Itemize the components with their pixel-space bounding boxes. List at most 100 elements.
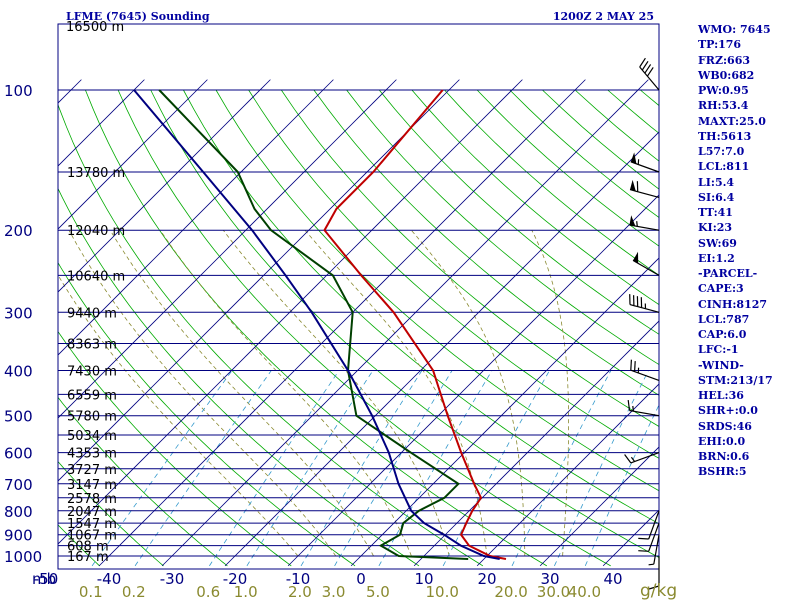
- index-item: L57:7.0: [698, 145, 745, 158]
- pressure-tick-label: 100: [4, 82, 33, 100]
- dry-adiabat-line: [378, 89, 659, 335]
- height-label: 2578 m: [67, 492, 117, 507]
- dry-adiabat-line: [58, 261, 356, 567]
- pressure-tick-label: 1000: [4, 548, 42, 566]
- height-label: 1067 m: [67, 529, 117, 544]
- dry-adiabat-line: [58, 330, 292, 567]
- index-item: EHI:0.0: [698, 434, 746, 448]
- wind-barb: [629, 215, 660, 231]
- height-label: 6559 m: [67, 388, 117, 403]
- dry-adiabat-line: [58, 396, 228, 567]
- index-item: -PARCEL-: [698, 267, 758, 280]
- isotherm-line: [161, 79, 649, 567]
- indices-panel: WMO: 7645 TP:176 FRZ:663 WB0:682 PW:0.95 RH:5…: [698, 22, 798, 480]
- index-item: LCL:811: [698, 160, 750, 174]
- temperature-tick-label: 20: [477, 570, 496, 588]
- height-label: 9440 m: [67, 306, 117, 321]
- dry-adiabat-line: [0, 90, 36, 566]
- wind-barb: [629, 179, 660, 198]
- temperature-tick-label: -40: [97, 570, 122, 588]
- height-label: 1547 m: [67, 517, 117, 532]
- wind-barb: [638, 522, 660, 552]
- isotherm-line: [287, 194, 659, 567]
- wind-barb: [632, 251, 660, 276]
- dry-adiabat-line: [280, 89, 659, 427]
- temperature-tick-label: -50: [34, 570, 59, 588]
- height-label: 2047 m: [67, 505, 117, 520]
- sounding-trace: [158, 89, 469, 560]
- pressure-tick-label: 700: [4, 476, 33, 494]
- pressure-tick-label: 400: [4, 363, 33, 381]
- isotherm-line: [58, 79, 397, 419]
- pressure-tick-label: 300: [4, 304, 33, 322]
- height-label: 10640 m: [67, 269, 125, 284]
- dry-adiabat-line: [85, 89, 548, 567]
- mixing-ratio-tick-label: 0.6: [196, 583, 220, 600]
- isotherm-line: [413, 320, 659, 567]
- plot-frame: [57, 23, 660, 570]
- chart-title: LFME (7645) Sounding: [66, 10, 210, 23]
- dry-adiabat-line: [411, 89, 659, 306]
- index-item: CAPE:3: [698, 282, 744, 296]
- index-item: WB0:682: [698, 68, 755, 82]
- dry-adiabat-line: [346, 89, 659, 366]
- height-label: 8363 m: [67, 338, 117, 353]
- wind-barb: [630, 152, 660, 173]
- wind-barb: [630, 359, 660, 381]
- mixing-ratio-line: [134, 370, 272, 567]
- dry-adiabat-line: [183, 89, 659, 525]
- temperature-tick-label: -20: [223, 570, 248, 588]
- index-item: -WIND-: [698, 358, 744, 372]
- wind-barb: [648, 534, 660, 566]
- index-item: SRDS:46: [698, 419, 752, 433]
- pressure-tick-label: 200: [4, 222, 33, 240]
- mixing-ratio-tick-label: 0.2: [122, 583, 146, 600]
- index-item: FRZ:663: [698, 53, 751, 67]
- temperature-tick-label: 40: [603, 570, 622, 588]
- moist-adiabat-line: [68, 230, 337, 557]
- index-item: PW:0.95: [698, 84, 749, 97]
- index-item: TP:176: [698, 38, 742, 52]
- plot-background: [58, 24, 659, 569]
- dry-adiabat-line: [58, 103, 484, 567]
- isotherm-line: [539, 446, 659, 567]
- height-label: 608 m: [67, 540, 109, 555]
- index-item: HEL:36: [698, 389, 744, 402]
- isotherm-line: [98, 79, 586, 567]
- height-label: 13780 m: [67, 166, 125, 181]
- index-item: WMO: 7645: [698, 23, 771, 36]
- mixing-ratio-line: [584, 404, 659, 567]
- height-label: 4353 m: [67, 447, 117, 462]
- mixing-ratio-line: [334, 370, 453, 567]
- dry-adiabat-line: [58, 524, 100, 567]
- index-item: MAXT:25.0: [698, 114, 766, 128]
- mixing-ratio-tick-label: 1.0: [234, 583, 258, 600]
- sounding-trace: [133, 89, 500, 560]
- index-item: LI:5.4: [698, 175, 735, 189]
- pressure-unit-label: mb: [32, 570, 56, 588]
- isotherm-line: [58, 79, 460, 482]
- wind-barb: [639, 57, 660, 91]
- mixing-ratio-tick-label: 20.0: [494, 583, 527, 600]
- height-label: 12040 m: [67, 224, 125, 239]
- isotherm-line: [58, 79, 271, 293]
- mixing-ratio-line: [209, 370, 340, 567]
- mixing-ratio-tick-label: 2.0: [288, 583, 312, 600]
- isotherm-line: [58, 79, 145, 167]
- index-item: RH:53.4: [698, 99, 749, 113]
- wind-barb: [638, 510, 660, 540]
- dry-adiabat-line: [215, 89, 659, 492]
- mixing-ratio-tick-label: 10.0: [425, 583, 458, 600]
- index-item: STM:213/17: [698, 373, 773, 387]
- height-label: 5780 m: [67, 410, 117, 425]
- index-item: SHR+:0.0: [698, 404, 758, 418]
- index-item: LFC:-1: [698, 343, 739, 357]
- index-item: BSHR:5: [698, 465, 747, 479]
- temperature-tick-label: 10: [414, 570, 433, 588]
- isotherm-line: [58, 79, 523, 545]
- wind-barb: [629, 294, 660, 313]
- pressure-tick-label: 900: [4, 527, 33, 545]
- mixing-ratio-line: [511, 370, 612, 567]
- temperature-tick-label: -10: [286, 570, 311, 588]
- moist-adiabat-line: [531, 230, 569, 557]
